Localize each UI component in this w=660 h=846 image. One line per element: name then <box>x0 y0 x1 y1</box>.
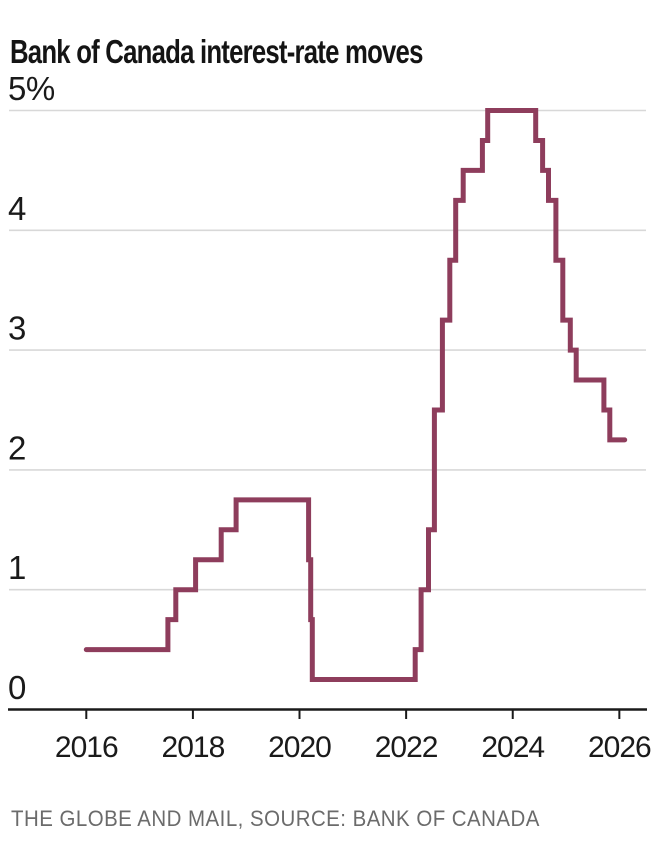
y-axis-label: 3 <box>8 310 26 347</box>
y-axis-label: 2 <box>8 429 26 466</box>
y-axis-label: 5% <box>8 70 55 107</box>
rate-chart: 5% 4 3 2 1 0 2016 2018 2020 2022 2024 2026 <box>8 70 652 764</box>
x-axis-label: 2020 <box>268 731 331 764</box>
y-axis-label: 4 <box>8 190 26 227</box>
x-axis-label: 2018 <box>162 731 225 764</box>
x-axis-label: 2016 <box>55 731 118 764</box>
y-axis-label: 1 <box>8 549 26 586</box>
rate-step-line <box>83 108 628 682</box>
x-axis-label: 2026 <box>588 731 651 764</box>
chart-title: Bank of Canada interest-rate moves <box>10 33 423 71</box>
source-credit: THE GLOBE AND MAIL, SOURCE: BANK OF CANA… <box>11 806 540 831</box>
x-axis-label: 2024 <box>481 731 544 764</box>
x-axis-label: 2022 <box>375 731 438 764</box>
y-axis-label: 0 <box>8 669 26 706</box>
